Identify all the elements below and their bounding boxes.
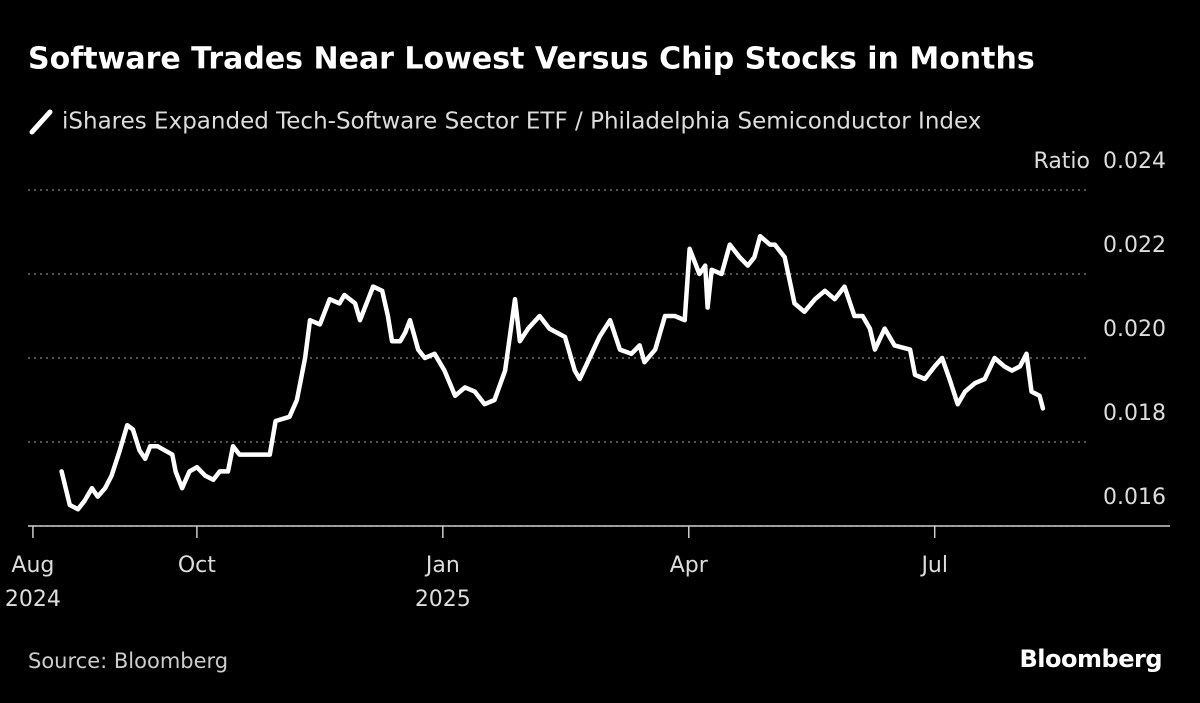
x-tick-label: Apr bbox=[670, 553, 709, 578]
legend-label: iShares Expanded Tech-Software Sector ET… bbox=[62, 109, 981, 135]
x-tick-label: Jan 2025 bbox=[415, 553, 471, 612]
source: Source: Bloomberg bbox=[28, 649, 228, 673]
y-tick-label: 0.016 bbox=[1103, 485, 1166, 510]
legend-swatch bbox=[29, 109, 53, 135]
brand: Bloomberg bbox=[1020, 645, 1162, 673]
y-tick-label: 0.022 bbox=[1103, 233, 1166, 258]
x-tick-label: Aug 2024 bbox=[5, 553, 61, 612]
y-tick-label: 0.018 bbox=[1103, 401, 1166, 426]
y-tick-label: 0.024 bbox=[1103, 149, 1166, 174]
line bbox=[59, 233, 1046, 512]
y-tick-label: 0.020 bbox=[1103, 317, 1166, 342]
y-axis-label: Ratio bbox=[1034, 149, 1090, 174]
x-tick-label: Oct bbox=[178, 553, 216, 578]
chart-title: Software Trades Near Lowest Versus Chip … bbox=[28, 42, 1035, 77]
x-tick-label: Jul bbox=[919, 553, 948, 578]
